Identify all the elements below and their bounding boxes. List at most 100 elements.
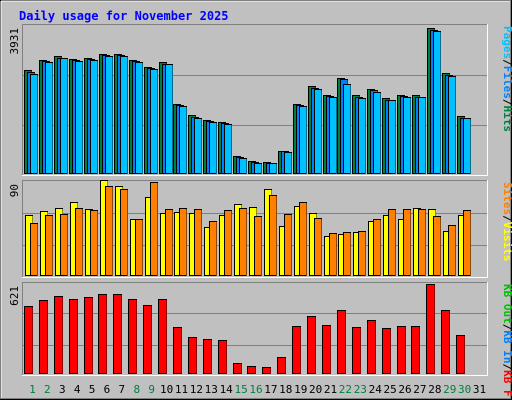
legend-entry: KB F: [501, 370, 512, 397]
x-tick-label-day-27: 27: [413, 383, 426, 396]
x-tick-label-day-15: 15: [234, 383, 247, 396]
x-tick-label-day-25: 25: [384, 383, 397, 396]
bar-sites-day-8: [135, 219, 143, 276]
x-tick-label-day-4: 4: [74, 383, 81, 396]
bar-sites-day-17: [269, 195, 277, 276]
legend-entry: KB Out: [501, 284, 512, 324]
bar-pages-day-10: [165, 64, 173, 174]
y-max-label: 90: [8, 184, 21, 197]
bar-pages-day-3: [60, 58, 68, 174]
x-tick-label-day-28: 28: [428, 383, 441, 396]
bar-sites-day-30: [463, 210, 471, 276]
bar-kb-f-day-4: [69, 299, 78, 374]
legend-entry: Files: [501, 66, 512, 99]
bar-sites-day-4: [75, 208, 83, 276]
bar-sites-day-9: [150, 182, 158, 276]
bar-sites-day-23: [358, 231, 366, 276]
bar-kb-f-day-16: [247, 366, 256, 374]
bar-pages-day-21: [329, 97, 337, 174]
x-tick-label-day-5: 5: [89, 383, 96, 396]
bar-kb-f-day-29: [441, 310, 450, 374]
x-tick-label-day-14: 14: [220, 383, 234, 396]
bar-pages-day-4: [75, 61, 83, 174]
bar-kb-f-day-7: [113, 294, 122, 374]
x-tick-label-day-16: 16: [249, 383, 262, 396]
chart-panels: 3931Pages/Files/Hits90Sites/Visits621KB …: [8, 24, 512, 397]
bar-kb-f-day-26: [397, 326, 406, 374]
bar-sites-day-6: [105, 186, 113, 276]
legend-entry: KB In: [501, 330, 512, 363]
bar-pages-day-23: [358, 98, 366, 174]
bar-kb-f-day-25: [382, 328, 391, 374]
bar-pages-day-11: [179, 106, 187, 174]
bar-pages-day-28: [433, 31, 441, 174]
bar-pages-day-7: [120, 56, 128, 174]
bar-pages-day-8: [135, 62, 143, 174]
bar-pages-day-15: [239, 158, 247, 174]
bar-pages-day-12: [194, 118, 202, 174]
legend-hits-files-pages: Pages/Files/Hits: [501, 26, 512, 132]
x-tick-label-day-29: 29: [443, 383, 456, 396]
bar-kb-f-day-11: [173, 327, 182, 374]
bar-pages-day-16: [254, 163, 262, 174]
bar-pages-day-1: [30, 74, 38, 174]
x-tick-label-day-23: 23: [354, 383, 367, 396]
x-tick-label-day-30: 30: [458, 383, 471, 396]
bar-kb-f-day-5: [84, 297, 93, 374]
bar-kb-f-day-27: [411, 326, 420, 374]
bar-sites-day-26: [403, 209, 411, 276]
bar-sites-day-24: [373, 219, 381, 276]
x-tick-label-day-17: 17: [264, 383, 277, 396]
legend-entry: /: [501, 59, 512, 66]
bar-pages-day-9: [150, 69, 158, 174]
bar-sites-day-25: [388, 209, 396, 276]
x-tick-label-day-18: 18: [279, 383, 292, 396]
bar-sites-day-27: [418, 209, 426, 276]
bar-pages-day-25: [388, 100, 396, 174]
bar-pages-day-13: [209, 122, 217, 174]
bar-sites-day-28: [433, 216, 441, 276]
x-tick-label-day-21: 21: [324, 383, 337, 396]
bar-pages-day-22: [343, 84, 351, 174]
bar-pages-day-20: [314, 89, 322, 174]
bar-sites-day-22: [343, 232, 351, 276]
bar-sites-day-20: [314, 218, 322, 276]
bar-kb-f-day-14: [218, 340, 227, 374]
bar-kb-f-day-24: [367, 320, 376, 374]
bar-sites-day-7: [120, 189, 128, 276]
bar-kb-f-day-22: [337, 310, 346, 374]
bar-kb-f-day-8: [128, 299, 137, 374]
bar-kb-f-day-19: [292, 326, 301, 374]
legend-entry: Pages: [501, 26, 512, 59]
bar-kb-f-day-10: [158, 299, 167, 374]
bar-sites-day-21: [329, 233, 337, 276]
x-tick-label-day-1: 1: [29, 383, 36, 396]
bar-kb-f-day-13: [203, 339, 212, 374]
bar-kb-f-day-21: [322, 325, 331, 374]
bar-pages-day-27: [418, 97, 426, 174]
legend-entry: /: [501, 99, 512, 106]
x-tick-label-day-7: 7: [119, 383, 126, 396]
x-tick-label-day-8: 8: [133, 383, 140, 396]
bar-kb-f-day-12: [188, 337, 197, 374]
legend-entry: Visits: [501, 222, 512, 262]
bar-sites-day-12: [194, 209, 202, 276]
x-tick-label-day-9: 9: [148, 383, 155, 396]
bar-sites-day-11: [179, 208, 187, 276]
bar-kb-f-day-30: [456, 335, 465, 374]
x-tick-label-day-6: 6: [104, 383, 111, 396]
legend-entry: /: [501, 364, 512, 371]
x-tick-label-day-24: 24: [369, 383, 383, 396]
legend-entry: Hits: [501, 106, 512, 133]
bar-kb-f-day-9: [143, 305, 152, 374]
x-tick-label-day-22: 22: [339, 383, 352, 396]
x-tick-label-day-3: 3: [59, 383, 66, 396]
bar-kb-f-day-23: [352, 327, 361, 374]
legend-entry: /: [501, 324, 512, 331]
x-tick-label-day-11: 11: [175, 383, 188, 396]
bar-pages-day-14: [224, 124, 232, 174]
bar-sites-day-14: [224, 210, 232, 276]
bar-sites-day-29: [448, 225, 456, 276]
